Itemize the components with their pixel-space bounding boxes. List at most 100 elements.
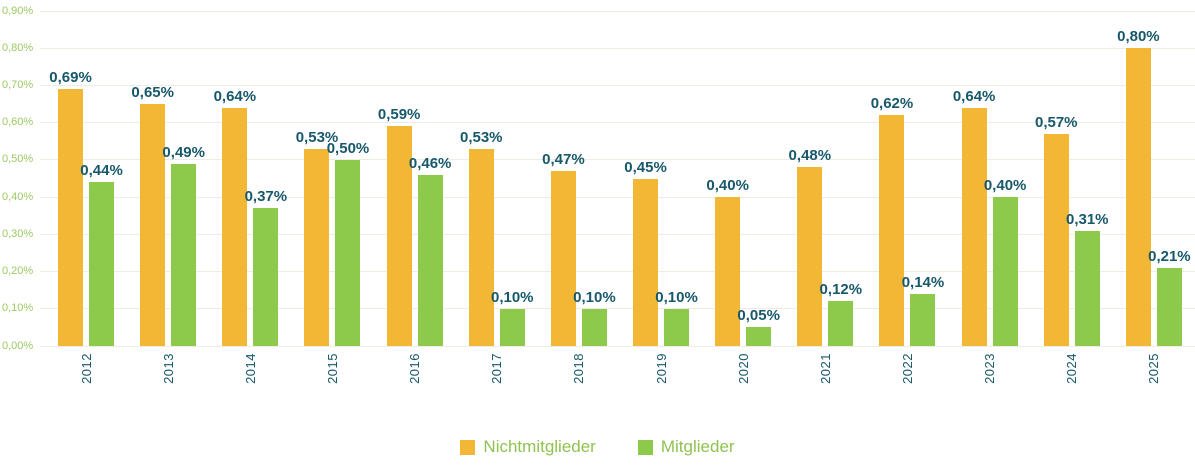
legend-swatch-nichtmitglieder-icon [460, 439, 476, 455]
y-axis-label: 0,20% [2, 265, 34, 278]
bar-mitglieder-2021: 0,12% [820, 281, 862, 346]
value-label: 0,31% [1065, 210, 1109, 228]
value-label: 0,05% [737, 307, 780, 325]
x-axis-label: 2025 [1146, 353, 1162, 384]
bar-mitglieder-2024: 0,31% [1066, 211, 1109, 346]
bar-mitglieder-2025: 0,21% [1148, 248, 1191, 346]
legend-item-mitglieder: Mitglieder [637, 437, 735, 457]
plot-area: 0,69% 0,44% 2012 0,65% 0,49% 2013 0,64% 0,37% 20… [45, 11, 1195, 384]
bar-mitglieder-2023: 0,40% [984, 177, 1026, 346]
bar-nichtmitglieder-2025: 0,80% [1117, 28, 1160, 346]
value-label: 0,37% [244, 188, 288, 206]
x-axis-label: 2018 [571, 353, 587, 384]
x-axis-label: 2014 [242, 353, 258, 384]
value-label: 0,59% [377, 106, 421, 124]
bar-mitglieder-2022: 0,14% [902, 274, 944, 346]
value-label: 0,50% [326, 139, 370, 157]
x-axis-label: 2017 [489, 353, 505, 384]
value-label: 0,10% [490, 288, 534, 306]
bar-group-2013: 0,65% 0,49% 2013 [127, 11, 209, 384]
bar-mitglieder-2016: 0,46% [409, 155, 451, 346]
bar-nichtmitglieder-2013: 0,65% [131, 84, 174, 346]
legend-label-mitglieder: Mitglieder [660, 437, 735, 456]
value-label: 0,62% [870, 95, 914, 113]
bar-nichtmitglieder-2016: 0,59% [378, 106, 420, 346]
bar-mitglieder-2019: 0,10% [655, 289, 698, 346]
x-axis-label: 2015 [324, 353, 340, 384]
value-label: 0,45% [624, 158, 667, 176]
value-label: 0,64% [952, 87, 996, 105]
bar-nichtmitglieder-2012: 0,69% [49, 69, 92, 346]
y-axis-label: 0,50% [2, 153, 34, 166]
x-axis-label: 2023 [982, 353, 998, 384]
bar-group-2022: 0,62% 0,14% 2022 [866, 11, 948, 384]
x-axis-label: 2021 [817, 353, 833, 384]
legend-item-nichtmitglieder: Nichtmitglieder [460, 437, 596, 457]
value-label: 0,10% [655, 288, 698, 306]
value-label: 0,69% [49, 69, 92, 87]
value-label: 0,46% [408, 154, 452, 172]
bar-nichtmitglieder-2021: 0,48% [789, 147, 831, 346]
legend-swatch-mitglieder-icon [637, 439, 653, 455]
value-label: 0,40% [706, 177, 749, 195]
gridline [40, 159, 1195, 161]
legend: Nichtmitglieder Mitglieder [0, 437, 1195, 457]
bar-nichtmitglieder-2014: 0,64% [214, 88, 256, 346]
x-axis-label: 2020 [735, 353, 751, 384]
gridline [40, 122, 1195, 124]
y-axis-label: 0,60% [2, 116, 34, 129]
gridline [40, 196, 1195, 198]
value-label: 0,14% [901, 273, 945, 291]
value-label: 0,10% [573, 288, 616, 306]
bar-group-2025: 0,80% 0,21% 2025 [1113, 11, 1195, 384]
bar-mitglieder-2014: 0,37% [245, 188, 287, 346]
legend-label-nichtmitglieder: Nichtmitglieder [483, 437, 596, 456]
bar-group-2016: 0,59% 0,46% 2016 [374, 11, 456, 384]
bar-nichtmitglieder-2015: 0,53% [296, 129, 338, 346]
bar-group-2014: 0,64% 0,37% 2014 [209, 11, 291, 384]
gridline [40, 271, 1195, 273]
bar-group-2020: 0,40% 0,05% 2020 [702, 11, 784, 384]
bar-nichtmitglieder-2018: 0,47% [542, 151, 585, 346]
value-label: 0,57% [1034, 113, 1078, 131]
value-label: 0,21% [1148, 247, 1191, 265]
bar-mitglieder-2020: 0,05% [737, 307, 780, 346]
bar-mitglieder-2017: 0,10% [491, 289, 534, 346]
y-axis-label: 0,40% [2, 190, 34, 203]
x-axis-label: 2022 [899, 353, 915, 384]
value-label: 0,47% [542, 151, 585, 169]
bar-group-2024: 0,57% 0,31% 2024 [1031, 11, 1113, 384]
bar-nichtmitglieder-2024: 0,57% [1035, 114, 1078, 346]
bar-group-2017: 0,53% 0,10% 2017 [456, 11, 538, 384]
value-label: 0,44% [80, 162, 123, 180]
y-axis-label: 0,10% [2, 302, 34, 315]
y-axis-label: 0,00% [2, 339, 34, 352]
value-label: 0,48% [788, 147, 832, 165]
x-axis-label: 2012 [78, 353, 94, 384]
bar-group-2015: 0,53% 0,50% 2015 [291, 11, 373, 384]
bar-group-2023: 0,64% 0,40% 2023 [949, 11, 1031, 384]
y-axis-label: 0,30% [2, 227, 34, 240]
bar-mitglieder-2013: 0,49% [162, 144, 205, 346]
bar-nichtmitglieder-2022: 0,62% [871, 95, 913, 346]
y-axis-label: 0,70% [2, 78, 34, 91]
bar-mitglieder-2015: 0,50% [327, 140, 369, 346]
value-label: 0,53% [459, 128, 503, 146]
bar-group-2021: 0,48% 0,12% 2021 [784, 11, 866, 384]
value-label: 0,40% [983, 177, 1027, 195]
x-axis-label: 2024 [1064, 353, 1080, 384]
bar-nichtmitglieder-2023: 0,64% [953, 88, 995, 346]
x-axis-label: 2019 [653, 353, 669, 384]
x-axis-label: 2013 [160, 353, 176, 384]
gridline [40, 84, 1195, 86]
bar-nichtmitglieder-2020: 0,40% [706, 177, 749, 346]
bar-group-2018: 0,47% 0,10% 2018 [538, 11, 620, 384]
bar-mitglieder-2018: 0,10% [573, 289, 616, 346]
value-label: 0,49% [162, 143, 205, 161]
x-axis-label: 2016 [407, 353, 423, 384]
value-label: 0,65% [131, 84, 174, 102]
value-label: 0,53% [295, 128, 339, 146]
value-label: 0,64% [213, 87, 257, 105]
y-axis-label: 0,80% [2, 41, 34, 54]
